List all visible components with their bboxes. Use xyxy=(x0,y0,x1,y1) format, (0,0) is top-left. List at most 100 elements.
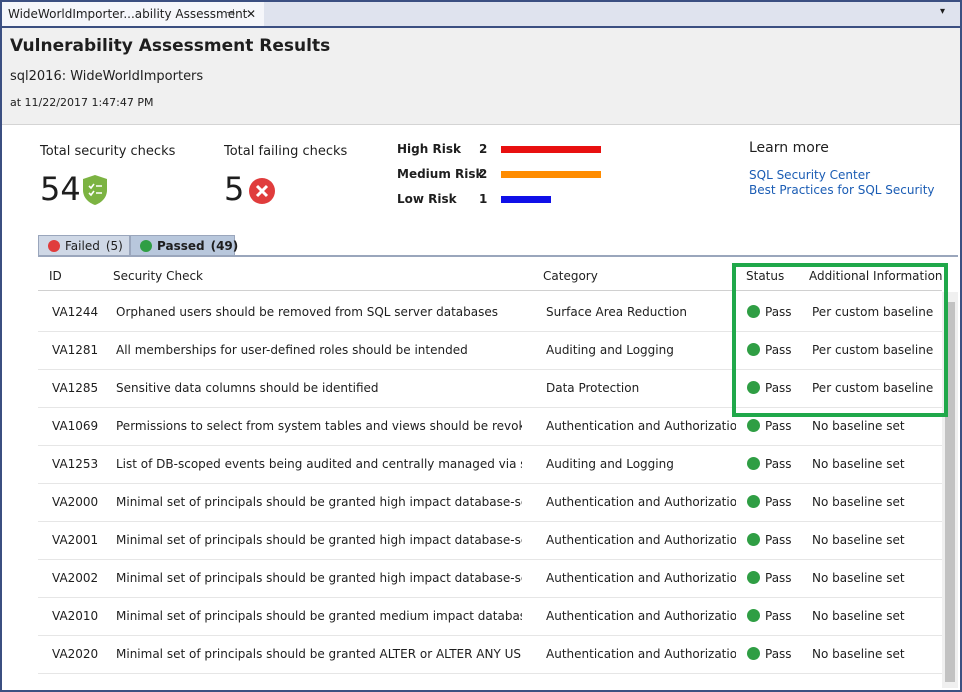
status: Pass xyxy=(765,419,792,433)
tab-strip: WideWorldImporter...ability Assessment ⊣… xyxy=(2,2,960,28)
result-tab[interactable]: Passed (49) xyxy=(130,235,238,256)
cell: Per custom baseline xyxy=(812,305,934,319)
cell: Authentication and Authorization xyxy=(546,533,736,547)
cell: VA1244 xyxy=(52,305,99,319)
cell: VA2020 xyxy=(52,647,99,661)
pin-icon[interactable]: ⊣ xyxy=(226,8,235,19)
cell: Authentication and Authorization xyxy=(546,495,736,509)
risk-label: High Risk xyxy=(397,142,461,156)
status: Pass xyxy=(765,457,792,471)
status: Pass xyxy=(765,381,792,395)
table-row[interactable]: VA2010 Minimal set of principals should b… xyxy=(38,597,942,636)
shield-icon xyxy=(83,175,107,205)
table-row[interactable]: VA2000 Minimal set of principals should b… xyxy=(38,483,942,522)
cell: VA2002 xyxy=(52,571,99,585)
cell: No baseline set xyxy=(812,495,905,509)
link[interactable]: SQL Security Center xyxy=(749,168,871,182)
cell: Auditing and Logging xyxy=(546,457,674,471)
status: Pass xyxy=(765,495,792,509)
table-row[interactable]: VA1069 Permissions to select from system … xyxy=(38,407,942,446)
timestamp: at 11/22/2017 1:47:47 PM xyxy=(10,96,154,109)
risk-bar xyxy=(501,171,601,178)
status: Pass xyxy=(765,533,792,547)
cell: All memberships for user-defined roles s… xyxy=(116,343,468,357)
table-row[interactable]: VA2002 Minimal set of principals should b… xyxy=(38,559,942,598)
page-title: Vulnerability Assessment Results xyxy=(10,36,331,56)
document-tab[interactable]: WideWorldImporter...ability Assessment ⊣… xyxy=(2,2,264,26)
cell: Minimal set of principals should be gran… xyxy=(116,495,522,509)
cell: Surface Area Reduction xyxy=(546,305,687,319)
cell: Authentication and Authorization xyxy=(546,609,736,623)
tab-underline xyxy=(38,255,958,257)
status: Pass xyxy=(765,609,792,623)
cell: No baseline set xyxy=(812,647,905,661)
status: Pass xyxy=(765,647,792,661)
column-header[interactable]: ID xyxy=(49,269,62,283)
pass-icon xyxy=(747,533,760,546)
cell: Minimal set of principals should be gran… xyxy=(116,647,522,661)
pass-icon xyxy=(747,571,760,584)
table-row[interactable]: VA2001 Minimal set of principals should b… xyxy=(38,521,942,560)
cell: VA1285 xyxy=(52,381,99,395)
pass-icon xyxy=(747,647,760,660)
risk-count: 1 xyxy=(479,192,488,206)
table-row[interactable]: VA1281 All memberships for user-defined r… xyxy=(38,331,942,370)
tab-title: WideWorldImporter...ability Assessment xyxy=(8,7,248,21)
tab-count: (5) xyxy=(105,239,123,253)
total-label: Total security checks xyxy=(40,144,176,159)
cell: No baseline set xyxy=(812,419,905,433)
dropdown-icon[interactable]: ▾ xyxy=(940,6,946,17)
status: Pass xyxy=(765,305,792,319)
fail-icon xyxy=(249,178,275,204)
header-rule xyxy=(38,290,942,291)
risk-count: 2 xyxy=(479,142,488,156)
pass-icon xyxy=(140,240,152,252)
link[interactable]: Best Practices for SQL Security xyxy=(749,183,935,197)
failing-label: Total failing checks xyxy=(224,144,348,159)
learn-more: Learn more xyxy=(749,140,829,156)
risk-bar xyxy=(501,196,551,203)
result-tab[interactable]: Failed (5) xyxy=(38,235,130,256)
cell: Auditing and Logging xyxy=(546,343,674,357)
pass-icon xyxy=(747,381,760,394)
pass-icon xyxy=(747,609,760,622)
table-row[interactable]: VA1244 Orphaned users should be removed f… xyxy=(38,293,942,332)
cell: Data Protection xyxy=(546,381,640,395)
pass-icon xyxy=(747,419,760,432)
cell: Per custom baseline xyxy=(812,343,934,357)
server-db: sql2016: WideWorldImporters xyxy=(10,69,204,84)
cell: Authentication and Authorization xyxy=(546,419,736,433)
risk-bar xyxy=(501,146,601,153)
pass-icon xyxy=(747,305,760,318)
cell: Permissions to select from system tables… xyxy=(116,419,522,433)
risk-label: Medium Risk xyxy=(397,167,484,181)
column-header[interactable]: Status xyxy=(746,269,785,283)
close-icon[interactable]: ✕ xyxy=(246,7,257,21)
cell: VA2000 xyxy=(52,495,99,509)
column-header[interactable]: Security Check xyxy=(113,269,204,283)
cell: No baseline set xyxy=(812,533,905,547)
cell: Minimal set of principals should be gran… xyxy=(116,609,522,623)
cell: Sensitive data columns should be identif… xyxy=(116,381,379,395)
table-row[interactable]: VA2020 Minimal set of principals should b… xyxy=(38,635,942,674)
column-header[interactable]: Category xyxy=(543,269,598,283)
pass-icon xyxy=(747,457,760,470)
cell: No baseline set xyxy=(812,457,905,471)
cell: Authentication and Authorization xyxy=(546,647,736,661)
cell: VA1253 xyxy=(52,457,99,471)
cell: Minimal set of principals should be gran… xyxy=(116,533,522,547)
cell: No baseline set xyxy=(812,609,905,623)
total-value: 54 xyxy=(40,170,81,208)
cell: List of DB-scoped events being audited a… xyxy=(116,457,522,471)
status: Pass xyxy=(765,343,792,357)
table-row[interactable]: VA1253 List of DB-scoped events being aud… xyxy=(38,445,942,484)
fail-icon xyxy=(48,240,60,252)
failing-value: 5 xyxy=(224,170,245,208)
cell: VA2001 xyxy=(52,533,99,547)
table-row[interactable]: VA1285 Sensitive data columns should be i… xyxy=(38,369,942,408)
cell: Authentication and Authorization xyxy=(546,571,736,585)
column-header[interactable]: Additional Information xyxy=(809,269,943,283)
cell: VA1069 xyxy=(52,419,99,433)
scroll-thumb[interactable] xyxy=(945,302,955,682)
